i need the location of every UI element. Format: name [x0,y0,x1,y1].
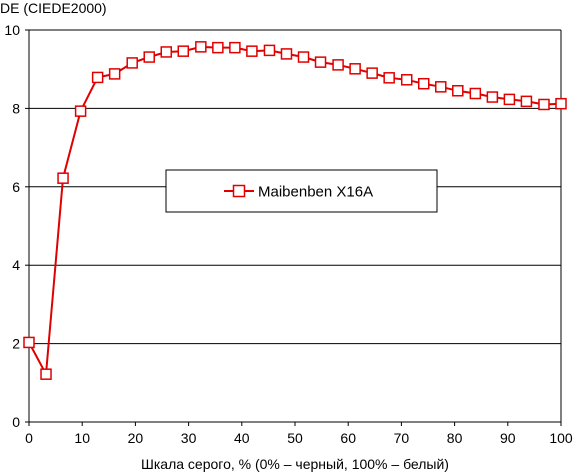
x-tick-label: 50 [287,430,303,446]
data-point [40,368,52,380]
data-point [332,59,344,71]
data-point [400,74,413,86]
data-point [452,85,464,97]
axes [25,29,562,426]
data-point [435,81,447,93]
x-tick-label: 80 [447,430,463,446]
data-point [23,336,35,349]
data-point [91,71,104,84]
data-point [280,48,293,60]
x-tick-label: 100 [549,430,573,446]
legend: Maibenben X16A [165,169,438,213]
y-tick-label: 6 [12,179,20,195]
data-point [417,77,430,90]
data-point [555,97,567,110]
data-point [143,51,155,63]
data-point [160,46,173,58]
data-point [469,87,482,100]
x-tick-label: 70 [394,430,410,446]
data-point [366,67,378,79]
x-axis-title: Шкала серого, % (0% – черный, 100% – бел… [141,456,449,472]
y-tick-label: 0 [12,414,20,430]
data-point [520,95,533,108]
data-point [246,45,258,57]
data-point [297,51,310,63]
y-axis-title: DE (CIEDE2000) [0,0,107,16]
y-tick-label: 10 [4,22,20,38]
data-point [195,41,207,53]
x-tick-label: 60 [340,430,356,446]
x-tick-label: 40 [234,430,250,446]
data-point [538,98,550,111]
x-tick-label: 0 [25,430,33,446]
data-point [263,44,276,57]
data-point [177,45,190,57]
data-point [229,41,241,54]
x-tick-label: 20 [128,430,144,446]
legend-box [165,169,438,213]
data-point [349,63,361,75]
data-point [503,93,516,106]
data-point [108,68,121,80]
legend-label: Maibenben X16A [258,184,373,201]
legend-marker [232,184,246,198]
x-tick-label: 10 [74,430,90,446]
data-point [126,57,138,69]
data-point [383,72,395,84]
data-point [314,56,327,68]
x-tick-label: 90 [500,430,516,446]
y-tick-label: 8 [12,100,20,116]
data-point [74,105,87,117]
y-tick-label: 4 [12,257,20,273]
data-point [486,91,499,103]
series-layer [23,41,567,380]
x-tick-label: 30 [181,430,197,446]
data-point [57,172,69,184]
data-point [212,41,224,54]
y-tick-label: 2 [12,336,20,352]
